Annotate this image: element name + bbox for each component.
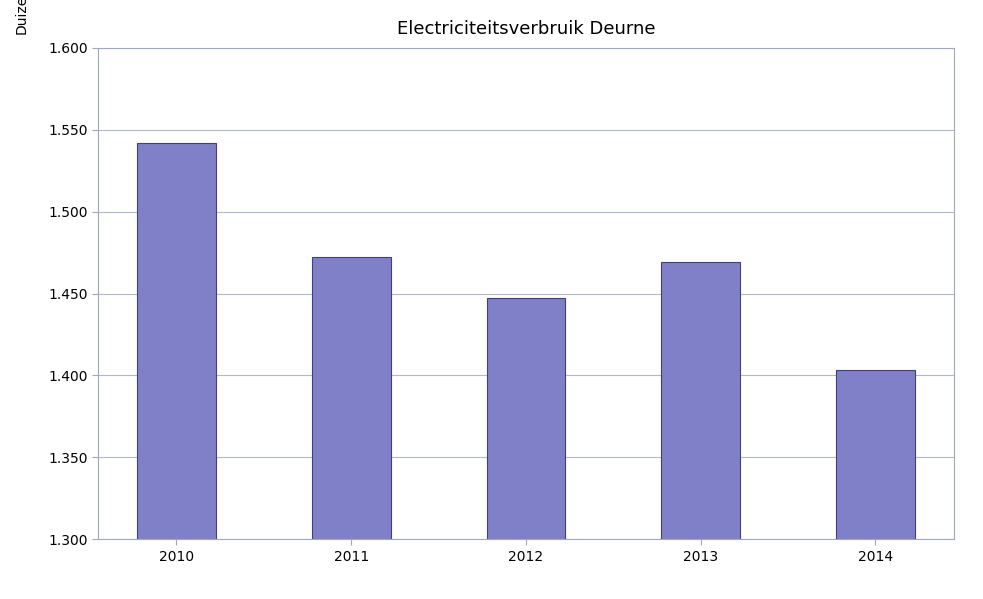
Bar <box>312 258 390 599</box>
Bar <box>836 370 914 599</box>
Bar <box>662 262 740 599</box>
Title: Electriciteitsverbruik Deurne: Electriciteitsverbruik Deurne <box>397 20 655 38</box>
Text: Duizenden: Duizenden <box>15 0 29 34</box>
Bar <box>138 143 216 599</box>
Bar <box>487 298 565 599</box>
